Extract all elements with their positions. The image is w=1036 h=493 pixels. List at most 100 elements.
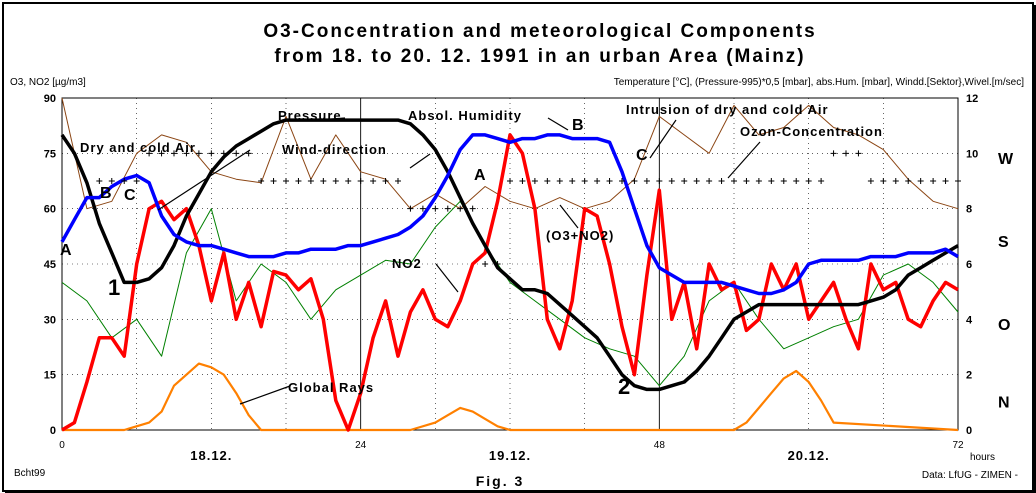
wind-direction-point bbox=[407, 205, 414, 212]
wind-direction-point bbox=[930, 178, 937, 184]
y-tick-right: 2 bbox=[966, 370, 972, 382]
wind-direction-point bbox=[805, 178, 812, 184]
annotation-ozone: Ozon-Concentration bbox=[740, 124, 883, 139]
wind-direction-point bbox=[121, 178, 128, 184]
annotations: Pressure Dry and cold Air Wind-direction… bbox=[60, 102, 883, 405]
wind-direction-point bbox=[905, 178, 912, 184]
label-c2: C bbox=[636, 147, 648, 164]
wind-direction-point bbox=[643, 178, 650, 184]
series-line-ozone bbox=[61, 133, 959, 432]
wind-direction-point bbox=[482, 261, 489, 267]
x-tick: 0 bbox=[59, 440, 65, 451]
wind-direction-point bbox=[818, 178, 825, 184]
annotation-global-rays: Global Rays bbox=[288, 380, 374, 395]
wind-direction-point bbox=[195, 150, 202, 157]
y-tick-right: 6 bbox=[966, 259, 972, 271]
wind-sector-label: W bbox=[998, 151, 1014, 168]
series-line-temperature bbox=[61, 200, 959, 387]
wind-direction-point bbox=[382, 178, 389, 184]
series-line-pressure bbox=[60, 118, 959, 392]
wind-direction-point bbox=[469, 205, 476, 212]
footer-center: Fig. 3 bbox=[476, 473, 525, 489]
series-group bbox=[60, 97, 961, 432]
label-a1: A bbox=[60, 242, 72, 259]
annotation-arrows bbox=[157, 117, 761, 405]
day-label: 19.12. bbox=[489, 448, 531, 463]
wind-direction-point bbox=[867, 178, 874, 184]
wind-direction-point bbox=[108, 178, 115, 184]
wind-direction-point bbox=[631, 178, 638, 184]
wind-direction-point bbox=[793, 178, 800, 184]
label-a2: A bbox=[474, 167, 486, 184]
day-label: 20.12. bbox=[788, 448, 830, 463]
footer-left: Bcht99 bbox=[14, 468, 46, 479]
wind-direction-point bbox=[855, 150, 862, 157]
right-axis-label: Temperature [°C], (Pressure-995)*0,5 [mb… bbox=[614, 77, 1024, 88]
wind-direction-point bbox=[332, 178, 339, 184]
annotation-pressure: Pressure bbox=[278, 108, 342, 123]
y-tick-left: 0 bbox=[50, 425, 56, 437]
wind-direction-point bbox=[295, 178, 302, 184]
label-b1: B bbox=[100, 185, 112, 202]
wind-direction-point bbox=[96, 178, 103, 184]
y-tick-left: 30 bbox=[44, 314, 56, 326]
wind-direction-point bbox=[768, 178, 775, 184]
wind-direction-point bbox=[668, 178, 675, 184]
wind-direction-point bbox=[519, 178, 526, 184]
annotation-dry-cold: Dry and cold Air bbox=[80, 140, 196, 155]
wind-direction-point bbox=[283, 178, 289, 184]
wind-direction-point bbox=[146, 150, 153, 157]
wind-direction-point bbox=[917, 178, 924, 184]
wind-direction-point bbox=[233, 150, 240, 157]
y-tick-right: 10 bbox=[966, 148, 978, 160]
wind-direction-point bbox=[432, 205, 439, 212]
annotation-absol-humidity: Absol. Humidity bbox=[408, 108, 522, 123]
arrow-absol-humidity bbox=[547, 117, 569, 131]
arrow-intrusion bbox=[649, 119, 677, 159]
wind-direction-point bbox=[656, 178, 663, 184]
y-tick-right: 12 bbox=[966, 93, 978, 105]
wind-direction-point bbox=[457, 205, 464, 212]
wind-direction-point bbox=[830, 150, 837, 157]
wind-sector-label: O bbox=[998, 317, 1010, 334]
x-unit-label: hours bbox=[970, 452, 995, 463]
wind-direction-point bbox=[531, 178, 538, 184]
wind-direction-point bbox=[569, 178, 576, 184]
x-tick: 48 bbox=[654, 440, 666, 451]
label-c1: C bbox=[124, 187, 136, 204]
wind-direction-point bbox=[220, 150, 227, 157]
wind-direction-point bbox=[581, 178, 588, 184]
wind-direction-point bbox=[183, 150, 190, 157]
wind-direction-point bbox=[507, 178, 513, 184]
wind-direction-point bbox=[693, 178, 700, 184]
y-tick-left: 90 bbox=[44, 93, 56, 105]
wind-direction-point bbox=[755, 178, 762, 184]
wind-direction-point bbox=[892, 178, 899, 184]
wind-direction-point bbox=[843, 150, 849, 157]
wind-direction-point bbox=[444, 205, 451, 212]
wind-direction-point bbox=[208, 150, 215, 157]
y-tick-right: 8 bbox=[966, 204, 972, 216]
arrow-ozone bbox=[727, 141, 761, 179]
y-tick-left: 60 bbox=[44, 204, 56, 216]
x-tick: 72 bbox=[952, 440, 964, 451]
wind-direction-point bbox=[133, 178, 140, 184]
wind-direction-point bbox=[718, 178, 725, 184]
label-one: 1 bbox=[108, 275, 120, 300]
wind-direction-point bbox=[494, 261, 501, 267]
label-b2: B bbox=[572, 117, 584, 134]
wind-direction-point bbox=[370, 178, 377, 184]
arrow-wind-direction bbox=[409, 153, 431, 169]
wind-direction-point bbox=[171, 150, 177, 157]
wind-direction-point bbox=[357, 178, 364, 184]
y-tick-left: 45 bbox=[44, 259, 56, 271]
arrow-dry-cold bbox=[157, 149, 251, 211]
wind-direction-point bbox=[942, 178, 949, 184]
wind-direction-point bbox=[419, 205, 426, 212]
left-axis-label: O3, NO2 [µg/m3] bbox=[10, 77, 86, 88]
wind-direction-point bbox=[880, 178, 887, 184]
wind-direction-point bbox=[544, 178, 551, 184]
wind-direction-point bbox=[743, 178, 750, 184]
